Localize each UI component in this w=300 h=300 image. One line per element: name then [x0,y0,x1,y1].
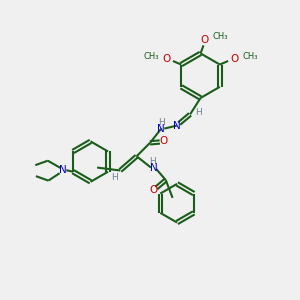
Text: H: H [149,157,156,166]
Text: CH₃: CH₃ [143,52,159,61]
Text: H: H [112,172,118,182]
Text: CH₃: CH₃ [242,52,258,61]
Text: O: O [201,35,209,45]
Text: O: O [231,54,239,64]
Text: H: H [195,108,202,117]
Text: O: O [162,54,170,64]
Text: H: H [158,118,165,127]
Text: N: N [150,163,158,172]
Text: N: N [158,124,165,134]
Text: O: O [149,185,158,195]
Text: N: N [59,165,67,175]
Text: O: O [159,136,167,146]
Text: N: N [173,121,181,130]
Text: CH₃: CH₃ [213,32,228,41]
